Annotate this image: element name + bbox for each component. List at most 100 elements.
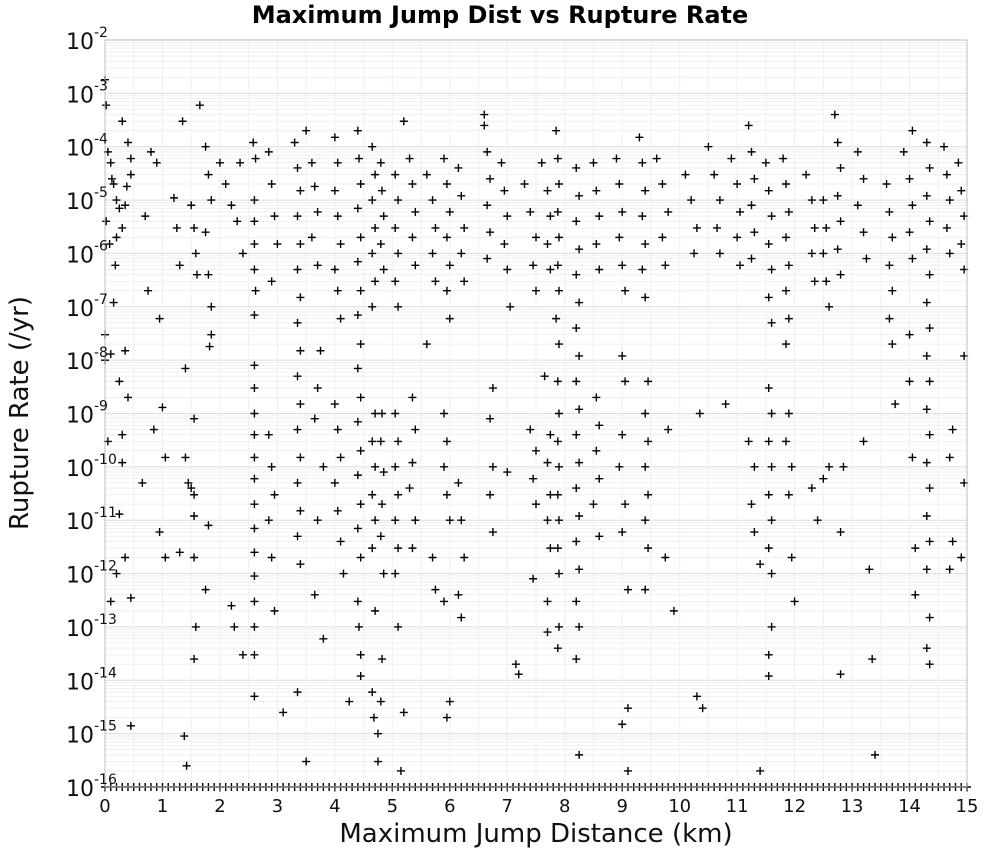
data-point: [911, 590, 920, 599]
x-tick-label: 5: [387, 796, 398, 817]
data-point: [575, 191, 584, 200]
data-point: [899, 147, 908, 156]
data-point: [618, 351, 627, 360]
data-point: [296, 240, 305, 249]
data-point: [819, 249, 828, 258]
y-tick-label: 10-8: [66, 345, 108, 375]
data-point: [273, 240, 282, 249]
data-point: [250, 622, 259, 631]
data-point: [520, 180, 529, 189]
data-point: [181, 364, 190, 373]
data-point: [572, 655, 581, 664]
data-point: [658, 233, 667, 242]
data-point: [853, 201, 862, 210]
x-tick-label: 6: [444, 796, 455, 817]
data-point: [394, 196, 403, 205]
data-point: [925, 613, 934, 622]
data-point: [529, 574, 538, 583]
data-point: [368, 142, 377, 151]
data-point: [379, 468, 388, 477]
data-point: [353, 471, 362, 480]
data-point: [293, 318, 302, 327]
data-point: [391, 223, 400, 232]
data-point: [296, 560, 305, 569]
data-point: [554, 233, 563, 242]
data-point: [123, 393, 132, 402]
data-point: [250, 430, 259, 439]
data-point: [205, 342, 214, 351]
data-point: [230, 622, 239, 631]
data-point: [377, 409, 386, 418]
data-point: [270, 212, 279, 221]
data-point: [885, 314, 894, 323]
data-point: [787, 553, 796, 562]
data-point: [454, 590, 463, 599]
data-point: [190, 223, 199, 232]
data-point: [368, 437, 377, 446]
data-point: [379, 265, 388, 274]
data-point: [483, 201, 492, 210]
data-point: [391, 170, 400, 179]
data-point: [882, 180, 891, 189]
data-point: [543, 516, 552, 525]
data-point: [405, 484, 414, 493]
data-point: [553, 490, 562, 499]
data-point: [641, 462, 650, 471]
data-point: [379, 569, 388, 578]
data-point: [313, 261, 322, 270]
data-point: [925, 217, 934, 226]
data-point: [554, 180, 563, 189]
data-point: [618, 207, 627, 216]
data-point: [710, 170, 719, 179]
data-point: [356, 672, 365, 681]
y-axis-ticks: 10-2 10-3 10-4 10-5 10-6 10-7 10-8 10-9 10-10 10-…: [66, 25, 117, 802]
data-point: [408, 458, 417, 467]
data-point: [161, 553, 170, 562]
data-point: [575, 405, 584, 414]
data-point: [302, 757, 311, 766]
data-point: [457, 191, 466, 200]
data-point: [546, 544, 555, 553]
data-point: [192, 270, 201, 279]
data-point: [554, 409, 563, 418]
data-point: [532, 446, 540, 455]
data-point: [822, 277, 831, 286]
data-point: [486, 490, 495, 499]
data-point: [905, 174, 914, 183]
data-point: [658, 180, 667, 189]
data-point: [859, 437, 868, 446]
data-point: [105, 240, 114, 249]
data-point: [747, 254, 756, 263]
data-point: [644, 377, 653, 386]
data-point: [885, 207, 894, 216]
data-point: [190, 490, 199, 499]
data-point: [353, 417, 362, 426]
data-point: [138, 478, 147, 487]
data-point: [529, 261, 538, 270]
data-point: [529, 474, 538, 483]
data-point: [118, 430, 127, 439]
data-point: [355, 154, 364, 163]
data-point: [621, 500, 630, 509]
data-point: [356, 393, 365, 402]
x-tick-label: 0: [99, 796, 110, 817]
data-point: [251, 286, 260, 295]
data-point: [394, 490, 403, 499]
data-point: [554, 622, 563, 631]
data-point: [925, 484, 934, 493]
data-point: [553, 261, 562, 270]
data-point: [118, 223, 127, 232]
data-point: [807, 484, 816, 493]
data-point: [859, 228, 868, 237]
data-point: [250, 548, 259, 557]
data-point: [836, 670, 845, 679]
data-point: [345, 697, 354, 706]
data-point: [480, 121, 489, 130]
data-point: [250, 196, 259, 205]
data-point: [391, 409, 400, 418]
data-point: [784, 490, 793, 499]
data-point: [172, 223, 181, 232]
data-point: [621, 286, 630, 295]
data-point: [905, 330, 914, 339]
data-point: [888, 286, 897, 295]
